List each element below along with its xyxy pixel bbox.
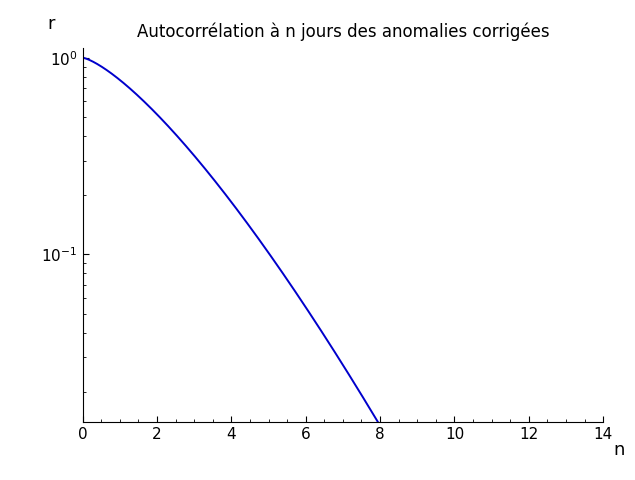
X-axis label: n: n [613, 441, 625, 459]
Title: Autocorrélation à n jours des anomalies corrigées: Autocorrélation à n jours des anomalies … [137, 23, 549, 41]
Y-axis label: r: r [48, 15, 55, 33]
